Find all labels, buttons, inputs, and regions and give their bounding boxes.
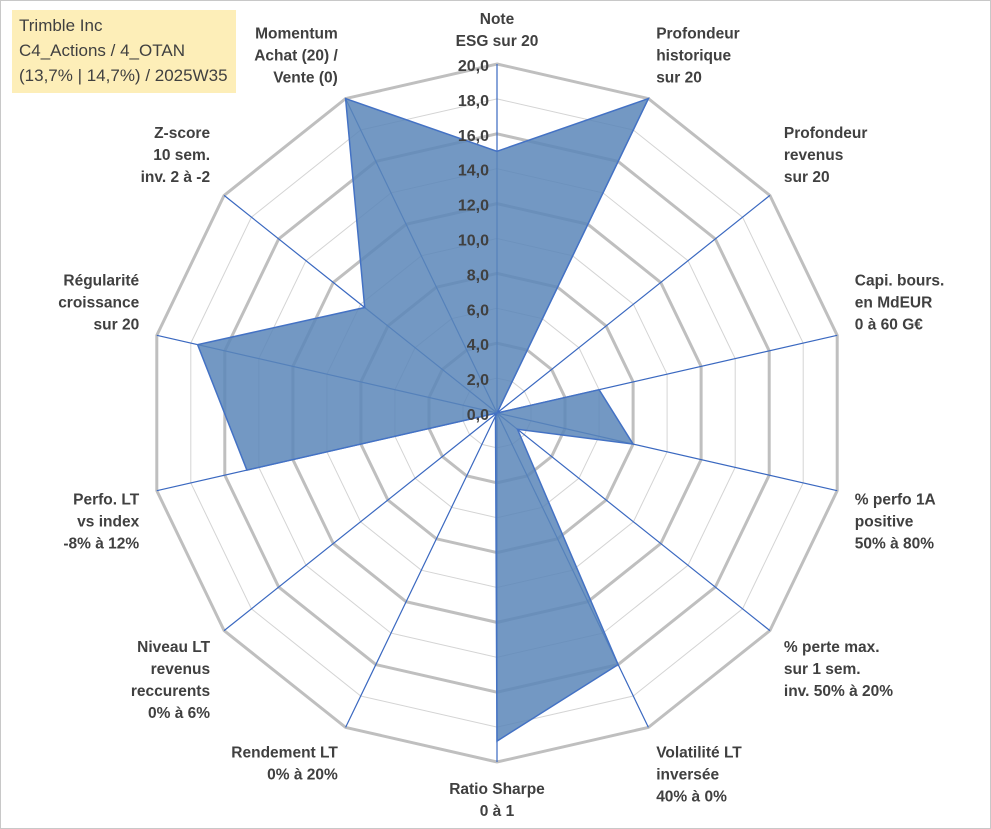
axis-spoke: [496, 194, 771, 414]
axis-label: -8% à 12%: [63, 536, 139, 553]
axis-label: inv. 50% à 20%: [784, 683, 893, 700]
axis-label: sur 20: [784, 169, 830, 186]
axis-label: ESG sur 20: [456, 33, 539, 50]
company-name: Trimble Inc: [19, 16, 103, 35]
axis-label: Capi. bours.: [855, 272, 945, 289]
axis-label: sur 20: [656, 69, 702, 86]
axis-label: en MdEUR: [855, 294, 933, 311]
tick-label: 16,0: [458, 128, 489, 145]
axis-label: sur 1 sem.: [784, 661, 861, 678]
axis-label: 0 à 1: [480, 803, 515, 820]
axis-label: Z-score: [154, 125, 210, 142]
axis-spoke: [345, 412, 498, 728]
data-series-area: [196, 97, 650, 743]
axis-label: Rendement LT: [231, 745, 338, 762]
axis-label: Profondeur: [656, 25, 740, 42]
axis-label: revenus: [151, 661, 210, 678]
axis-label: vs index: [77, 514, 139, 531]
axis-label: reccurents: [131, 683, 210, 700]
axis-label: croissance: [58, 294, 139, 311]
axis-label: Niveau LT: [137, 639, 210, 656]
axis-label: % perte max.: [784, 639, 880, 656]
tick-label: 8,0: [467, 267, 489, 284]
tick-label: 14,0: [458, 163, 489, 180]
axis-label: % perfo 1A: [855, 492, 936, 509]
axis-label: Ratio Sharpe: [449, 781, 545, 798]
axis-label: 10 sem.: [153, 147, 210, 164]
axis-label: 0% à 20%: [267, 767, 338, 784]
tick-label: 12,0: [458, 198, 489, 215]
axis-label: 0 à 60 G€: [855, 316, 923, 333]
axis-label: revenus: [784, 147, 843, 164]
info-box: Trimble Inc C4_Actions / 4_OTAN (13,7% |…: [12, 10, 236, 93]
axis-label: 40% à 0%: [656, 789, 727, 806]
axis-label: 0% à 6%: [148, 705, 210, 722]
axis-label: inv. 2 à -2: [141, 169, 211, 186]
performance-week: (13,7% | 14,7%) / 2025W35: [19, 66, 228, 85]
tick-label: 18,0: [458, 93, 489, 110]
axis-label: sur 20: [94, 316, 140, 333]
axis-label: Volatilité LT: [656, 745, 742, 762]
axis-spoke: [496, 412, 771, 632]
axis-label: Vente (0): [273, 69, 338, 86]
axis-label: 50% à 80%: [855, 536, 934, 553]
axis-label: Régularité: [63, 272, 139, 289]
axis-label: positive: [855, 514, 914, 531]
tick-label: 2,0: [467, 372, 489, 389]
axis-label: inversée: [656, 767, 719, 784]
axis-label: Momentum: [255, 25, 338, 42]
portfolio-path: C4_Actions / 4_OTAN: [19, 41, 185, 60]
axis-label: Profondeur: [784, 125, 868, 142]
axis-spoke: [223, 412, 498, 632]
axis-label: Note: [480, 11, 515, 28]
tick-label: 0,0: [467, 407, 489, 424]
axis-label: historique: [656, 47, 731, 64]
axis-label: Perfo. LT: [73, 492, 140, 509]
tick-label: 20,0: [458, 58, 489, 75]
tick-label: 6,0: [467, 302, 489, 319]
tick-label: 10,0: [458, 233, 489, 250]
tick-label: 4,0: [467, 337, 489, 354]
axis-label: Achat (20) /: [254, 47, 338, 64]
